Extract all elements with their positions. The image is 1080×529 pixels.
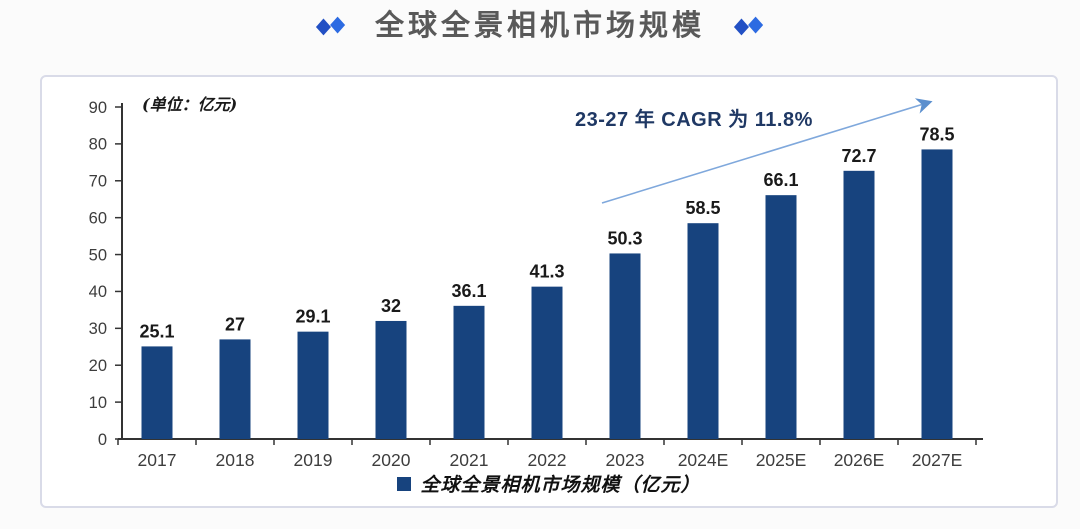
cagr-annotation: 23-27 年 CAGR 为 11.8% <box>575 109 813 131</box>
legend-label: 全球全景相机市场规模（亿元） <box>420 474 701 496</box>
y-axis-label: 20 <box>89 357 107 375</box>
x-axis-category-label: 2024E <box>678 450 729 470</box>
bar-2020 <box>375 320 407 439</box>
x-axis-category-label: 2027E <box>912 450 963 470</box>
bar-value-label: 72.7 <box>841 146 876 166</box>
bar-2022 <box>531 286 563 439</box>
x-axis-category-label: 2025E <box>756 450 807 470</box>
chart-container: 0 10 20 30 40 50 60 70 80 90 25.1 2017 27 2018 29.1 201… <box>40 75 1058 508</box>
double-diamond-icon <box>315 16 346 36</box>
y-axis-label: 40 <box>89 283 107 301</box>
page-title: 全球全景相机市场规模 <box>374 10 705 42</box>
cagr-trend-arrow <box>601 98 933 204</box>
bar-value-label: 36.1 <box>451 281 486 301</box>
bar-2024E <box>687 223 719 439</box>
bar-value-label: 25.1 <box>139 321 174 341</box>
bar-2017 <box>141 346 173 439</box>
y-axis-label: 80 <box>89 136 107 154</box>
y-axis-label: 90 <box>89 99 107 117</box>
legend-marker-square <box>397 476 412 491</box>
bar-2026E <box>843 170 875 439</box>
x-axis-category-label: 2022 <box>528 450 567 470</box>
bar-value-label: 41.3 <box>529 262 564 282</box>
x-axis-category-label: 2017 <box>138 450 177 470</box>
y-axis-label: 60 <box>89 209 107 227</box>
y-axis-label: 50 <box>89 246 107 264</box>
y-axis-label: 0 <box>98 431 107 449</box>
bar-2025E <box>765 195 797 439</box>
unit-label: (单位：亿元) <box>142 95 238 114</box>
bar-value-label: 29.1 <box>295 307 330 327</box>
bar-2019 <box>297 331 329 439</box>
bar-value-label: 78.5 <box>919 124 954 144</box>
bar-value-label: 58.5 <box>685 198 720 218</box>
y-axis-label: 10 <box>89 394 107 412</box>
bar-2023 <box>609 253 641 439</box>
bar-value-label: 66.1 <box>763 170 798 190</box>
x-axis-category-label: 2021 <box>450 450 489 470</box>
bar-2021 <box>453 305 485 439</box>
x-axis-category-label: 2023 <box>606 450 645 470</box>
x-axis-category-label: 2020 <box>372 450 411 470</box>
bar-2027E <box>921 149 953 439</box>
y-axis-label: 30 <box>89 320 107 338</box>
y-axis-label: 70 <box>89 173 107 191</box>
x-axis-category-label: 2018 <box>216 450 255 470</box>
title-bar: 全球全景相机市场规模 <box>0 6 1080 47</box>
bar-value-label: 50.3 <box>607 228 642 248</box>
bar-2018 <box>219 339 251 439</box>
bar-value-label: 32 <box>381 296 401 316</box>
x-axis-category-label: 2026E <box>834 450 885 470</box>
bar-value-label: 27 <box>225 314 245 334</box>
legend: 全球全景相机市场规模（亿元） <box>42 470 1056 497</box>
double-diamond-icon <box>733 16 764 36</box>
x-axis-category-label: 2019 <box>294 450 333 470</box>
bar-chart-plot: 0 10 20 30 40 50 60 70 80 90 25.1 2017 27 2018 29.1 201… <box>89 98 983 470</box>
